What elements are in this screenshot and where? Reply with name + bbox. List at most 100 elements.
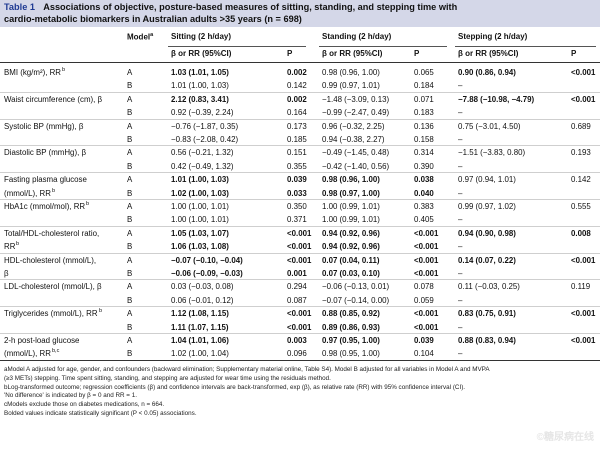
standing-estimate: 0.98 (0.97, 1.00) <box>322 188 380 198</box>
standing-estimate: 0.94 (0.92, 0.96) <box>322 242 380 252</box>
footnote-line: Bolded values indicate statistically sig… <box>4 410 197 417</box>
stepping-p: 0.119 <box>571 282 591 292</box>
standing-p: 0.158 <box>414 135 434 144</box>
table-row: HbA1c (mmol/mol), RR b A 1.00 (1.00, 1.01) 0… <box>0 200 600 213</box>
standing-estimate: −0.49 (−1.45, 0.48) <box>322 148 390 158</box>
row-separator <box>0 306 600 308</box>
table-row: Total/HDL-cholesterol ratio, A 1.05 (1.03,… <box>0 227 600 240</box>
subheader-standing-beta: β or RR (95%CI) <box>322 49 383 58</box>
stepping-p: 0.142 <box>571 175 591 185</box>
standing-p: 0.383 <box>414 202 434 211</box>
footnote-line: aModel A adjusted for age, gender, and c… <box>4 366 490 373</box>
row-separator <box>0 333 600 334</box>
variable-label: HbA1c (mmol/mol), RR <box>4 202 86 211</box>
sitting-estimate: 1.11 (1.07, 1.15) <box>171 322 229 332</box>
model-cell: B <box>127 161 133 171</box>
table-row: Systolic BP (mmHg), β A −0.76 (−1.87, 0.35… <box>0 120 600 133</box>
sitting-p: <0.001 <box>287 242 312 252</box>
variable-label: 2-h post-load glucose <box>4 336 80 345</box>
table-row: BMI (kg/m²), RR b A 1.03 (1.01, 1.05) 0.002 0… <box>0 66 600 79</box>
standing-estimate: −0.42 (−1.40, 0.56) <box>322 161 390 171</box>
standing-estimate: 0.98 (0.96, 1.00) <box>322 175 380 185</box>
model-cell: A <box>127 175 133 185</box>
sitting-estimate: −0.76 (−1.87, 0.35) <box>171 121 239 131</box>
stepping-estimate: – <box>458 215 463 225</box>
table-row: (mmol/L), RR b,c B 1.02 (1.00, 1.04) 0.096 0.… <box>0 347 600 360</box>
stepping-p: 0.555 <box>571 202 591 211</box>
standing-p: 0.314 <box>414 148 434 158</box>
model-cell: B <box>127 81 133 91</box>
sitting-p: 0.003 <box>287 336 307 345</box>
stepping-estimate: 0.14 (0.07, 0.22) <box>458 255 516 265</box>
table-row: Diastolic BP (mmHg), β A 0.56 (−0.21, 1.32… <box>0 146 600 159</box>
model-cell: A <box>127 121 133 131</box>
model-cell: B <box>127 188 133 198</box>
table-row: B −0.83 (−2.08, 0.42) 0.185 0.94 (−0.38, 2.… <box>0 133 600 146</box>
stepping-estimate: 0.97 (0.94, 1.01) <box>458 175 516 185</box>
model-cell: B <box>127 349 133 359</box>
sitting-p: 0.185 <box>287 135 307 144</box>
footnote-line: cModels exclude those on diabetes medica… <box>4 401 165 409</box>
sitting-estimate: 1.02 (1.00, 1.03) <box>171 188 229 198</box>
standing-p: 0.184 <box>414 81 434 91</box>
standing-p: 0.104 <box>414 349 434 359</box>
table-row: LDL-cholesterol (mmol/L), β A 0.03 (−0.03,… <box>0 280 600 293</box>
stepping-estimate: 0.94 (0.90, 0.98) <box>458 228 516 238</box>
sitting-p: 0.294 <box>287 282 307 292</box>
standing-estimate: 0.97 (0.95, 1.00) <box>322 336 380 345</box>
model-cell: B <box>127 215 133 225</box>
standing-estimate: 0.98 (0.96, 1.00) <box>322 68 380 77</box>
standing-p: 0.071 <box>414 94 434 104</box>
subheader-sitting-beta: β or RR (95%CI) <box>171 49 232 58</box>
table-row: β B −0.06 (−0.09, −0.03) 0.001 0.07 (0.03, 0… <box>0 267 600 280</box>
group-rule-standing <box>319 46 447 47</box>
sitting-estimate: −0.07 (−0.10, −0.04) <box>171 255 243 265</box>
subheader-stepping-beta: β or RR (95%CI) <box>458 49 519 58</box>
standing-estimate: 1.00 (0.99, 1.01) <box>322 202 380 211</box>
footnote-line: (≥3 METs) stepping. Time spent sitting, … <box>4 374 331 382</box>
sitting-p: 0.142 <box>287 81 307 91</box>
sitting-estimate: 1.04 (1.01, 1.06) <box>171 336 229 345</box>
standing-estimate: 0.07 (0.04, 0.11) <box>322 255 380 265</box>
standing-estimate: −0.99 (−2.47, 0.49) <box>322 108 390 118</box>
table-row: Fasting plasma glucose A 1.01 (1.00, 1.03)… <box>0 173 600 186</box>
variable-label: Systolic BP (mmHg), β <box>4 121 84 131</box>
stepping-p: <0.001 <box>571 94 596 104</box>
sitting-estimate: 1.02 (1.00, 1.04) <box>171 349 229 359</box>
standing-p: 0.390 <box>414 161 434 171</box>
sitting-estimate: 1.00 (1.00, 1.01) <box>171 202 229 211</box>
sitting-estimate: 1.05 (1.03, 1.07) <box>171 228 229 238</box>
stepping-estimate: 0.75 (−3.01, 4.50) <box>458 121 521 131</box>
stepping-estimate: – <box>458 349 463 359</box>
table-row: HDL-cholesterol (mmol/L), A −0.07 (−0.10, … <box>0 254 600 267</box>
stepping-estimate: – <box>458 295 463 305</box>
bottom-rule <box>0 360 600 361</box>
stepping-estimate: −7.88 (−10.98, −4.79) <box>458 94 535 104</box>
stepping-estimate: – <box>458 269 463 278</box>
standing-p: 0.040 <box>414 188 434 198</box>
stepping-estimate: −1.51 (−3.83, 0.80) <box>458 148 526 158</box>
subheader-stepping-p: P <box>571 49 577 58</box>
standing-estimate: −0.06 (−0.13, 0.01) <box>322 282 390 292</box>
variable-label: RR <box>4 242 16 252</box>
sitting-p: <0.001 <box>287 255 312 265</box>
model-cell: B <box>127 295 133 305</box>
table-title-line2: cardio-metabolic biomarkers in Australia… <box>4 13 302 24</box>
header-sitting: Sitting (2 h/day) <box>171 32 231 41</box>
table-row: (mmol/L), RR b B 1.02 (1.00, 1.03) 0.033 0.98… <box>0 187 600 200</box>
sitting-p: 0.002 <box>287 68 307 77</box>
variable-label: BMI (kg/m²), RR <box>4 68 61 77</box>
stepping-p: 0.008 <box>571 228 591 238</box>
model-cell: B <box>127 242 133 252</box>
header-rule <box>0 62 600 63</box>
variable-footnote-mark: b <box>86 201 90 207</box>
standing-estimate: −1.48 (−3.09, 0.13) <box>322 94 390 104</box>
standing-p: <0.001 <box>414 228 439 238</box>
sitting-estimate: 2.12 (0.83, 3.41) <box>171 94 229 104</box>
variable-label: (mmol/L), RR <box>4 188 51 198</box>
sitting-p: 0.164 <box>287 108 307 118</box>
model-cell: A <box>127 309 133 319</box>
subheader-standing-p: P <box>414 49 420 58</box>
sitting-p: 0.033 <box>287 188 307 198</box>
